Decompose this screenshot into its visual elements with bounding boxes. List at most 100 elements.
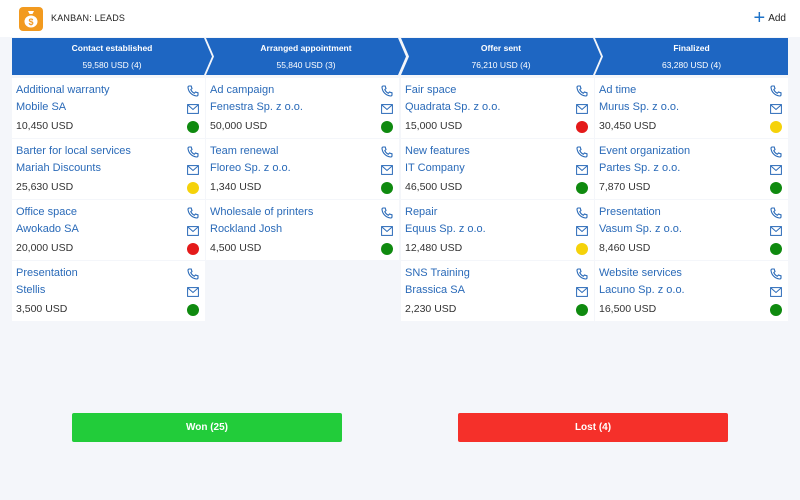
kanban-board: Additional warranty Mobile SA 10,450 USD Ba… — [12, 78, 788, 322]
mail-icon[interactable] — [187, 101, 199, 114]
phone-icon[interactable] — [381, 84, 393, 97]
lead-company[interactable]: Rockland Josh — [210, 223, 283, 235]
phone-icon[interactable] — [381, 206, 393, 219]
lead-title[interactable]: SNS Training — [405, 267, 470, 279]
phone-icon[interactable] — [576, 206, 588, 219]
lead-card[interactable]: Ad campaign Fenestra Sp. z o.o. 50,000 USD — [206, 78, 399, 138]
lead-company[interactable]: Partes Sp. z o.o. — [599, 162, 681, 174]
mail-icon[interactable] — [187, 223, 199, 236]
lead-company[interactable]: Equus Sp. z o.o. — [405, 223, 486, 235]
lead-card[interactable]: Website services Lacuno Sp. z o.o. 16,500 … — [595, 261, 788, 321]
mail-icon[interactable] — [770, 162, 782, 175]
lead-card[interactable]: Team renewal Floreo Sp. z o.o. 1,340 USD — [206, 139, 399, 199]
mail-icon[interactable] — [770, 101, 782, 114]
stage-title: Arranged appointment — [260, 43, 352, 53]
lead-card[interactable]: New features IT Company 46,500 USD — [401, 139, 594, 199]
lead-title[interactable]: Presentation — [599, 206, 661, 218]
phone-icon[interactable] — [770, 206, 782, 219]
status-indicator — [576, 182, 588, 194]
lead-title[interactable]: Wholesale of printers — [210, 206, 314, 218]
mail-icon[interactable] — [381, 162, 393, 175]
lead-company[interactable]: Brassica SA — [405, 284, 465, 296]
mail-icon[interactable] — [576, 284, 588, 297]
lead-company[interactable]: Mariah Discounts — [16, 162, 101, 174]
stage-header-finalized[interactable]: Finalized 63,280 USD (4) — [595, 38, 788, 75]
phone-icon[interactable] — [770, 84, 782, 97]
lead-title[interactable]: Barter for local services — [16, 145, 131, 157]
phone-icon[interactable] — [187, 267, 199, 280]
mail-icon[interactable] — [187, 162, 199, 175]
phone-icon[interactable] — [770, 267, 782, 280]
lead-company[interactable]: IT Company — [405, 162, 465, 174]
lead-company[interactable]: Mobile SA — [16, 101, 67, 113]
status-indicator — [770, 182, 782, 194]
phone-icon[interactable] — [187, 206, 199, 219]
lead-company[interactable]: Fenestra Sp. z o.o. — [210, 101, 303, 113]
mail-icon[interactable] — [770, 223, 782, 236]
lead-card[interactable]: Presentation Stellis 3,500 USD — [12, 261, 205, 321]
lead-title[interactable]: Repair — [405, 206, 438, 218]
phone-icon[interactable] — [381, 145, 393, 158]
lead-amount: 20,000 USD — [16, 242, 74, 254]
phone-icon[interactable] — [576, 267, 588, 280]
lead-amount: 2,230 USD — [405, 303, 457, 315]
lead-card[interactable]: Presentation Vasum Sp. z o.o. 8,460 USD — [595, 200, 788, 260]
lead-amount: 15,000 USD — [405, 120, 463, 132]
lead-title[interactable]: Ad time — [599, 84, 637, 96]
lead-card[interactable]: SNS Training Brassica SA 2,230 USD — [401, 261, 594, 321]
lead-card[interactable]: Additional warranty Mobile SA 10,450 USD — [12, 78, 205, 138]
mail-icon[interactable] — [576, 101, 588, 114]
lead-amount: 12,480 USD — [405, 242, 463, 254]
lead-company[interactable]: Awokado SA — [16, 223, 79, 235]
plus-icon: + — [753, 7, 766, 29]
lead-title[interactable]: Presentation — [16, 267, 78, 279]
lead-company[interactable]: Floreo Sp. z o.o. — [210, 162, 291, 174]
add-button[interactable]: + Add — [753, 7, 786, 29]
stage-header-offer-sent[interactable]: Offer sent 76,210 USD (4) — [401, 38, 601, 75]
status-indicator — [381, 243, 393, 255]
status-indicator — [187, 121, 199, 133]
mail-icon[interactable] — [576, 223, 588, 236]
lead-card[interactable]: Wholesale of printers Rockland Josh 4,500 … — [206, 200, 399, 260]
lead-amount: 25,630 USD — [16, 181, 74, 193]
phone-icon[interactable] — [576, 145, 588, 158]
lead-company[interactable]: Quadrata Sp. z o.o. — [405, 101, 501, 113]
lead-card[interactable]: Office space Awokado SA 20,000 USD — [12, 200, 205, 260]
lead-title[interactable]: Website services — [599, 267, 682, 279]
stage-header-contact-established[interactable]: Contact established 59,580 USD (4) — [12, 38, 212, 75]
money-bag-icon: $ — [19, 7, 43, 31]
phone-icon[interactable] — [576, 84, 588, 97]
mail-icon[interactable] — [576, 162, 588, 175]
lead-amount: 10,450 USD — [16, 120, 74, 132]
stage-header-arranged-appointment[interactable]: Arranged appointment 55,840 USD (3) — [206, 38, 406, 75]
lead-title[interactable]: Fair space — [405, 84, 457, 96]
lead-card[interactable]: Barter for local services Mariah Discount… — [12, 139, 205, 199]
phone-icon[interactable] — [770, 145, 782, 158]
won-button[interactable]: Won (25) — [72, 413, 342, 442]
lead-company[interactable]: Lacuno Sp. z o.o. — [599, 284, 685, 296]
lead-card[interactable]: Ad time Murus Sp. z o.o. 30,450 USD — [595, 78, 788, 138]
page-title: KANBAN: LEADS — [51, 13, 126, 23]
lead-company[interactable]: Vasum Sp. z o.o. — [599, 223, 682, 235]
mail-icon[interactable] — [187, 284, 199, 297]
status-indicator — [187, 304, 199, 316]
lead-title[interactable]: Additional warranty — [16, 84, 110, 96]
lead-card[interactable]: Repair Equus Sp. z o.o. 12,480 USD — [401, 200, 594, 260]
lead-card[interactable]: Fair space Quadrata Sp. z o.o. 15,000 USD — [401, 78, 594, 138]
column-finalized: Ad time Murus Sp. z o.o. 30,450 USD Event o… — [595, 78, 788, 322]
lead-title[interactable]: Team renewal — [210, 145, 279, 157]
mail-icon[interactable] — [770, 284, 782, 297]
lead-company[interactable]: Stellis — [16, 284, 46, 296]
mail-icon[interactable] — [381, 101, 393, 114]
lost-button[interactable]: Lost (4) — [458, 413, 728, 442]
stage-sum: 63,280 USD (4) — [661, 60, 722, 70]
lead-title[interactable]: Ad campaign — [210, 84, 275, 96]
lead-title[interactable]: Event organization — [599, 145, 691, 157]
mail-icon[interactable] — [381, 223, 393, 236]
lead-card[interactable]: Event organization Partes Sp. z o.o. 7,870… — [595, 139, 788, 199]
lead-title[interactable]: Office space — [16, 206, 77, 218]
lead-company[interactable]: Murus Sp. z o.o. — [599, 101, 680, 113]
phone-icon[interactable] — [187, 145, 199, 158]
phone-icon[interactable] — [187, 84, 199, 97]
lead-title[interactable]: New features — [405, 145, 470, 157]
